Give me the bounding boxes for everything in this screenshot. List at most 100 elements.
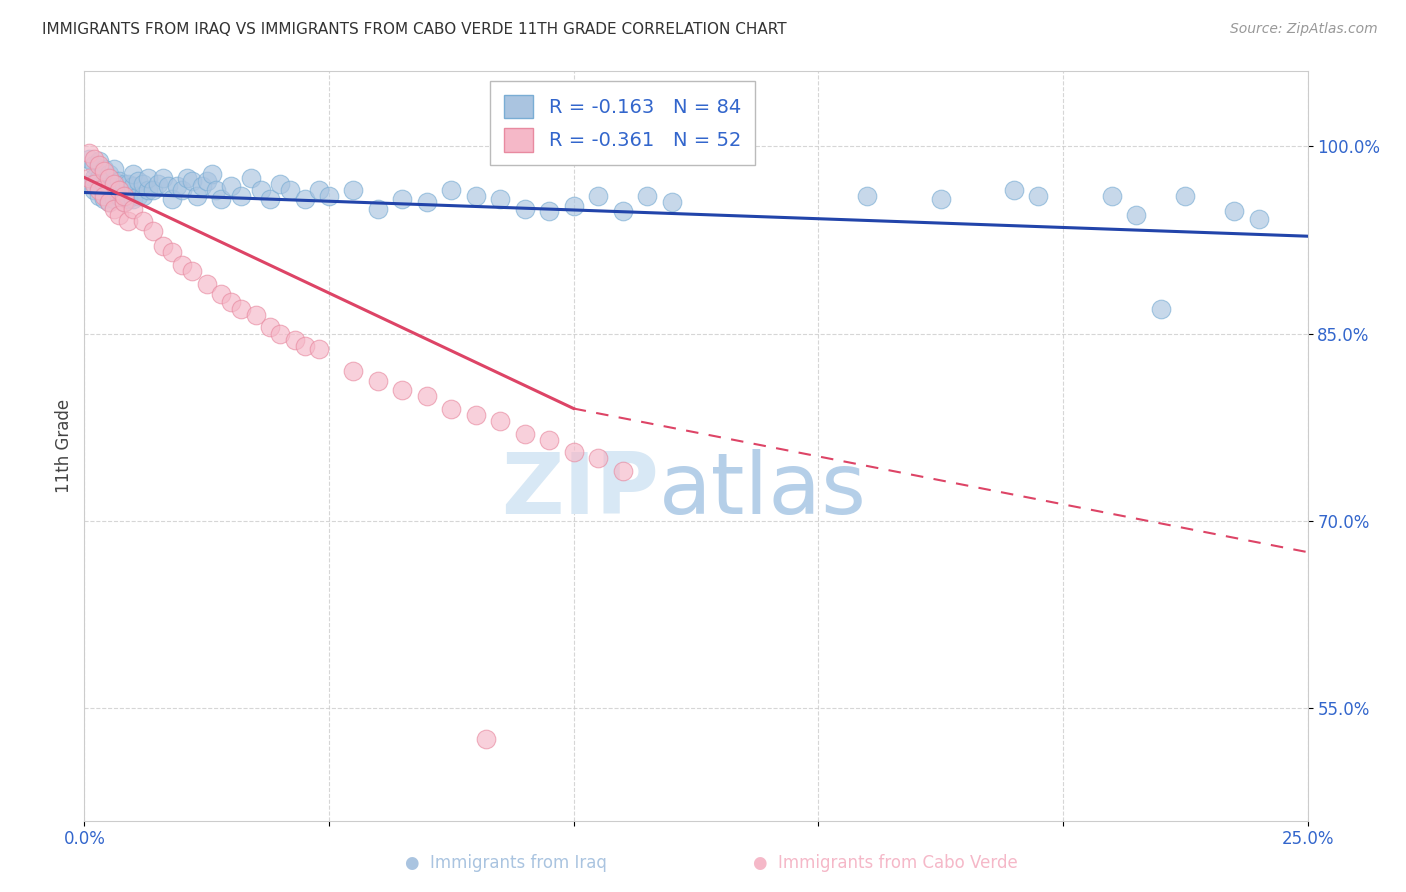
Point (259, 320, 281, 334)
Point (308, 342, 330, 356)
Point (209, 192, 232, 206)
Point (259, 192, 281, 206)
Point (117, 192, 139, 206)
Text: ●  Immigrants from Cabo Verde: ● Immigrants from Cabo Verde (754, 855, 1018, 872)
Point (117, 189, 139, 203)
Point (156, 179, 179, 194)
Point (342, 364, 364, 378)
Point (586, 189, 609, 203)
Point (93, 177, 115, 191)
Point (93, 192, 115, 206)
Point (562, 199, 585, 213)
Point (367, 202, 389, 216)
Point (195, 277, 218, 291)
Point (93, 189, 115, 203)
Point (440, 183, 463, 197)
Point (269, 326, 291, 341)
Point (122, 167, 145, 181)
Text: IMMIGRANTS FROM IRAQ VS IMMIGRANTS FROM CABO VERDE 11TH GRADE CORRELATION CHART: IMMIGRANTS FROM IRAQ VS IMMIGRANTS FROM … (42, 22, 787, 37)
Point (103, 177, 125, 191)
Point (77, 177, 100, 191)
Point (97, 167, 120, 181)
Point (162, 192, 184, 206)
Point (122, 179, 145, 194)
Point (284, 333, 307, 347)
Point (103, 161, 125, 176)
Point (117, 177, 139, 191)
Point (83, 177, 105, 191)
Point (136, 170, 159, 185)
Point (294, 192, 316, 206)
Point (77, 145, 100, 160)
Point (132, 177, 155, 191)
Point (489, 414, 512, 428)
Point (112, 195, 135, 210)
Point (1150, 301, 1173, 316)
Point (191, 179, 214, 194)
Point (636, 189, 658, 203)
Point (513, 202, 536, 216)
Point (219, 179, 242, 194)
Point (83, 170, 105, 185)
Point (87, 183, 110, 197)
Point (132, 189, 155, 203)
Point (127, 174, 149, 188)
Point (172, 183, 194, 197)
Point (77, 152, 100, 166)
Point (181, 174, 204, 188)
Point (103, 202, 125, 216)
Point (391, 383, 413, 397)
Point (416, 389, 439, 403)
Point (87, 158, 110, 172)
Point (162, 245, 184, 260)
Point (112, 189, 135, 203)
Point (612, 204, 634, 219)
Point (142, 183, 165, 197)
Point (181, 264, 204, 278)
Point (87, 170, 110, 185)
Legend: R = -0.163   N = 84, R = -0.361   N = 52: R = -0.163 N = 84, R = -0.361 N = 52 (491, 81, 755, 166)
Point (87, 189, 110, 203)
Point (103, 192, 125, 206)
Point (200, 167, 222, 181)
Point (87, 179, 110, 194)
Point (112, 177, 135, 191)
Point (229, 189, 252, 203)
Point (83, 152, 105, 166)
Point (107, 208, 129, 222)
Point (77, 170, 100, 185)
Point (146, 177, 169, 191)
Point (269, 177, 291, 191)
Point (122, 202, 145, 216)
Point (136, 183, 159, 197)
Point (586, 451, 609, 466)
Point (97, 195, 120, 210)
Point (107, 183, 129, 197)
Point (513, 426, 536, 441)
Point (103, 174, 125, 188)
Point (474, 732, 496, 747)
Point (195, 174, 218, 188)
Point (107, 174, 129, 188)
Point (107, 189, 129, 203)
Point (107, 189, 129, 203)
Point (97, 179, 120, 194)
Text: ZIP: ZIP (502, 450, 659, 533)
Point (1223, 204, 1246, 219)
Point (929, 192, 952, 206)
Point (127, 189, 149, 203)
Point (342, 183, 364, 197)
Point (112, 195, 135, 210)
Point (142, 224, 165, 238)
Point (245, 308, 267, 322)
Point (229, 301, 252, 316)
Point (87, 154, 110, 169)
Point (172, 258, 194, 272)
Point (152, 239, 174, 253)
Point (186, 189, 208, 203)
Point (661, 195, 683, 210)
Y-axis label: 11th Grade: 11th Grade (55, 399, 73, 493)
Point (93, 161, 115, 176)
Point (83, 158, 105, 172)
Point (1002, 183, 1025, 197)
